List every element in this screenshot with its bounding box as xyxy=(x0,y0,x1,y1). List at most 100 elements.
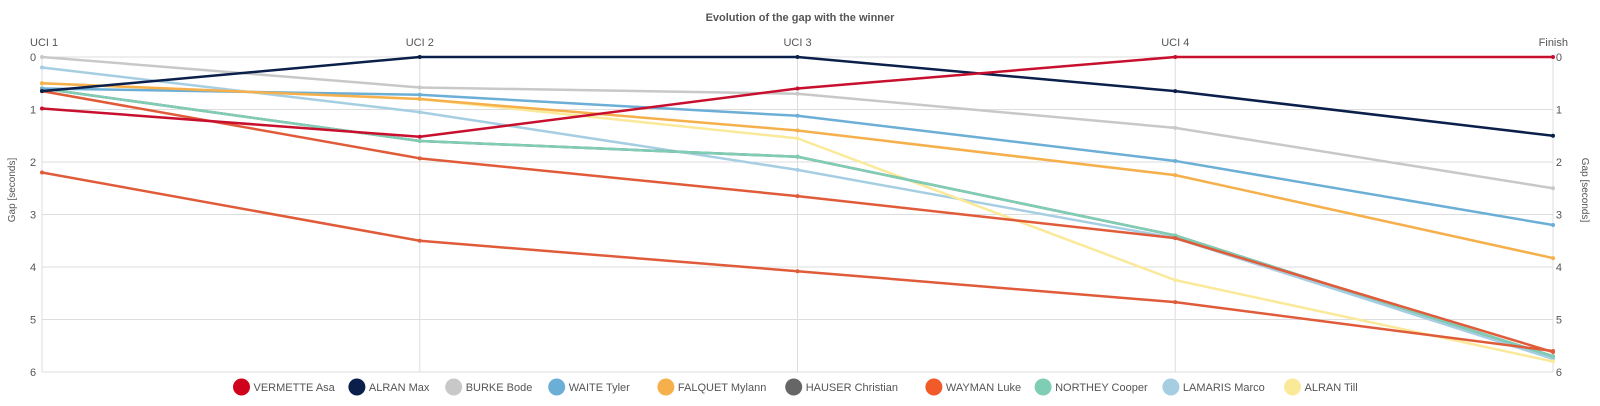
legend-item[interactable]: VERMETTE Asa xyxy=(233,378,336,396)
data-point[interactable] xyxy=(40,170,44,175)
data-point[interactable] xyxy=(795,86,800,91)
legend-marker xyxy=(548,378,566,396)
series-group xyxy=(40,55,1555,139)
data-point[interactable] xyxy=(795,194,800,199)
data-point[interactable] xyxy=(40,106,44,111)
series-group xyxy=(40,55,1555,191)
legend-label: VERMETTE Asa xyxy=(254,382,336,394)
data-point[interactable] xyxy=(795,136,800,141)
x-tick-label: UCI 1 xyxy=(30,37,58,49)
x-tick-label: UCI 3 xyxy=(783,37,811,49)
data-point[interactable] xyxy=(795,128,800,133)
legend-item[interactable]: WAITE Tyler xyxy=(548,378,630,396)
legend-item[interactable]: LAMARIS Marco xyxy=(1162,378,1265,396)
legend-item[interactable]: FALQUET Mylann xyxy=(657,378,766,396)
data-point[interactable] xyxy=(417,238,422,243)
legend-item[interactable]: ALRAN Till xyxy=(1284,378,1358,396)
y-tick-label-left: 4 xyxy=(30,262,36,274)
data-point[interactable] xyxy=(1551,349,1555,353)
y-tick-label-left: 1 xyxy=(30,105,36,117)
legend-marker xyxy=(785,378,803,396)
data-point[interactable] xyxy=(1173,89,1178,94)
series-group xyxy=(40,81,1555,261)
y-tick-label-right: 2 xyxy=(1556,157,1562,169)
data-point[interactable] xyxy=(1173,173,1178,178)
x-tick-label: Finish xyxy=(1539,37,1568,49)
data-point[interactable] xyxy=(1551,256,1555,261)
chart-title: Evolution of the gap with the winner xyxy=(706,12,896,24)
y-tick-label-left: 6 xyxy=(30,367,36,379)
data-point[interactable] xyxy=(1173,55,1178,59)
legend-marker xyxy=(348,378,366,396)
y-tick-label-right: 6 xyxy=(1556,367,1562,379)
x-axis-ticks: UCI 1 UCI 2 UCI 3 UCI 4 Finish xyxy=(30,37,1568,49)
legend-label: NORTHEY Cooper xyxy=(1055,382,1148,394)
series-group xyxy=(40,55,1555,138)
x-tick-label: UCI 4 xyxy=(1161,37,1189,49)
legend-label: ALRAN Till xyxy=(1305,382,1358,394)
data-point[interactable] xyxy=(1173,158,1178,163)
data-point[interactable] xyxy=(417,134,422,139)
y-tick-label-right: 5 xyxy=(1556,315,1562,327)
legend-marker xyxy=(445,378,463,396)
data-point[interactable] xyxy=(417,85,422,90)
data-point[interactable] xyxy=(795,113,800,118)
legend-item[interactable]: ALRAN Max xyxy=(348,378,430,396)
data-point[interactable] xyxy=(40,81,44,86)
legend-label: ALRAN Max xyxy=(369,382,430,394)
data-point[interactable] xyxy=(40,55,44,59)
data-point[interactable] xyxy=(1551,186,1555,191)
data-point[interactable] xyxy=(1173,236,1178,241)
y-tick-label-left: 0 xyxy=(30,52,36,64)
legend-marker xyxy=(1034,378,1052,396)
data-point[interactable] xyxy=(1173,125,1178,130)
data-point[interactable] xyxy=(1551,223,1555,227)
y-tick-label-left: 5 xyxy=(30,315,36,327)
data-point[interactable] xyxy=(1551,354,1555,359)
y-axis-label-right: Gap [seconds] xyxy=(1579,158,1590,223)
legend-marker xyxy=(925,378,943,396)
legend-item[interactable]: HAUSER Christian xyxy=(785,378,898,396)
data-point[interactable] xyxy=(417,55,422,59)
data-point[interactable] xyxy=(795,91,800,96)
legend: VERMETTE Asa ALRAN Max BURKE Bode WAITE Tyl… xyxy=(233,378,1358,396)
legend-marker xyxy=(1162,378,1180,396)
data-point[interactable] xyxy=(1551,359,1555,364)
legend-marker xyxy=(233,378,250,396)
legend-item[interactable]: BURKE Bode xyxy=(445,378,532,396)
y-tick-label-left: 3 xyxy=(30,210,36,222)
legend-label: FALQUET Mylann xyxy=(678,382,766,394)
legend-label: WAYMAN Luke xyxy=(946,382,1021,394)
data-point[interactable] xyxy=(417,156,422,161)
legend-marker xyxy=(657,378,675,396)
data-point[interactable] xyxy=(417,92,422,97)
data-point[interactable] xyxy=(795,55,800,59)
data-point[interactable] xyxy=(40,65,44,70)
legend-label: WAITE Tyler xyxy=(569,382,630,394)
series xyxy=(40,55,1555,364)
data-point[interactable] xyxy=(417,97,422,101)
y-tick-label-right: 0 xyxy=(1556,52,1562,64)
x-tick-label: UCI 2 xyxy=(406,37,434,49)
data-point[interactable] xyxy=(40,89,44,94)
series-group xyxy=(40,170,1555,353)
data-point[interactable] xyxy=(1173,278,1178,283)
y-tick-label-left: 2 xyxy=(30,157,36,169)
legend-marker xyxy=(1284,378,1301,396)
data-point[interactable] xyxy=(1551,133,1555,138)
y-axis-label-left: Gap [seconds] xyxy=(7,158,18,223)
y-axis-ticks: 0 0 1 1 2 2 3 3 4 4 5 5 6 6 xyxy=(30,52,1562,379)
legend-label: LAMARIS Marco xyxy=(1183,382,1265,394)
legend-item[interactable]: NORTHEY Cooper xyxy=(1034,378,1148,396)
y-tick-label-right: 4 xyxy=(1556,262,1562,274)
legend-item[interactable]: WAYMAN Luke xyxy=(925,378,1021,396)
y-tick-label-right: 3 xyxy=(1556,210,1562,222)
data-point[interactable] xyxy=(417,139,422,143)
data-point[interactable] xyxy=(795,167,800,172)
data-point[interactable] xyxy=(1173,300,1178,305)
data-point[interactable] xyxy=(417,110,422,115)
data-point[interactable] xyxy=(1551,55,1555,59)
data-point[interactable] xyxy=(795,269,800,274)
data-point[interactable] xyxy=(795,154,800,159)
